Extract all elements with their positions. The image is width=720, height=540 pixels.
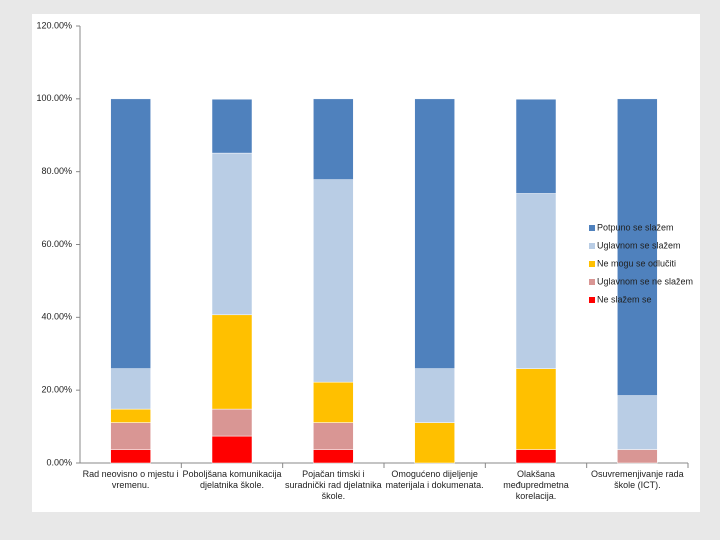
y-tick-label: 120.00% (36, 20, 72, 30)
legend-swatch (589, 297, 595, 303)
bar-segment (313, 179, 354, 383)
x-tick-label: Olakšana međupredmetna korelacija. (503, 469, 569, 501)
bar-segment (313, 449, 354, 464)
bar-segment (414, 422, 455, 464)
bar-segment (515, 98, 557, 194)
y-tick-label: 0.00% (46, 457, 72, 467)
bar-segment (515, 449, 557, 464)
bar-segment (414, 98, 455, 369)
bar-segment (617, 395, 658, 450)
y-tick-label: 80.00% (41, 166, 72, 176)
legend-label: Uglavnom se ne slažem (597, 276, 693, 286)
x-tick-label: Osuvremenjivanje rada škole (ICT). (591, 469, 684, 490)
legend-swatch (589, 261, 595, 267)
y-tick-label: 100.00% (36, 93, 72, 103)
x-tick-label: Pojačan timski i suradnički rad djelatni… (285, 469, 382, 501)
legend-swatch (589, 225, 595, 231)
y-tick-label: 40.00% (41, 312, 72, 322)
bar-segment (211, 408, 253, 437)
legend-label: Uglavnom se slažem (597, 240, 681, 250)
bar-segment (110, 449, 151, 464)
bar-segment (110, 98, 151, 369)
bar-segment (211, 435, 253, 464)
x-tick-label: Rad neovisno o mjestu i vremenu. (82, 469, 179, 490)
bar-segment (211, 152, 253, 316)
bar-segment (313, 422, 354, 450)
bar-segment (211, 98, 253, 154)
bar-segment (110, 368, 151, 410)
y-tick-label: 20.00% (41, 385, 72, 395)
legend-label: Ne slažem se (597, 294, 652, 304)
bar-segment (313, 381, 354, 423)
bar-segment (110, 408, 151, 423)
bar-segment (211, 314, 253, 410)
bar-segment (617, 98, 658, 396)
x-tick-label: Omogućeno dijeljenje materijala i dokume… (385, 469, 484, 490)
bar-segment (414, 368, 455, 423)
legend-label: Potpuno se slažem (597, 222, 674, 232)
legend-swatch (589, 243, 595, 249)
bar-segment (617, 449, 658, 464)
bar-segment (110, 422, 151, 450)
x-tick-label: Poboljšana komunikacija djelatnika škole… (182, 469, 282, 490)
legend-swatch (589, 279, 595, 285)
bar-segment (313, 98, 354, 180)
bar-segment (515, 193, 557, 369)
y-tick-label: 60.00% (41, 239, 72, 249)
bar-segment (515, 368, 557, 450)
legend-label: Ne mogu se odlučiti (597, 258, 676, 268)
